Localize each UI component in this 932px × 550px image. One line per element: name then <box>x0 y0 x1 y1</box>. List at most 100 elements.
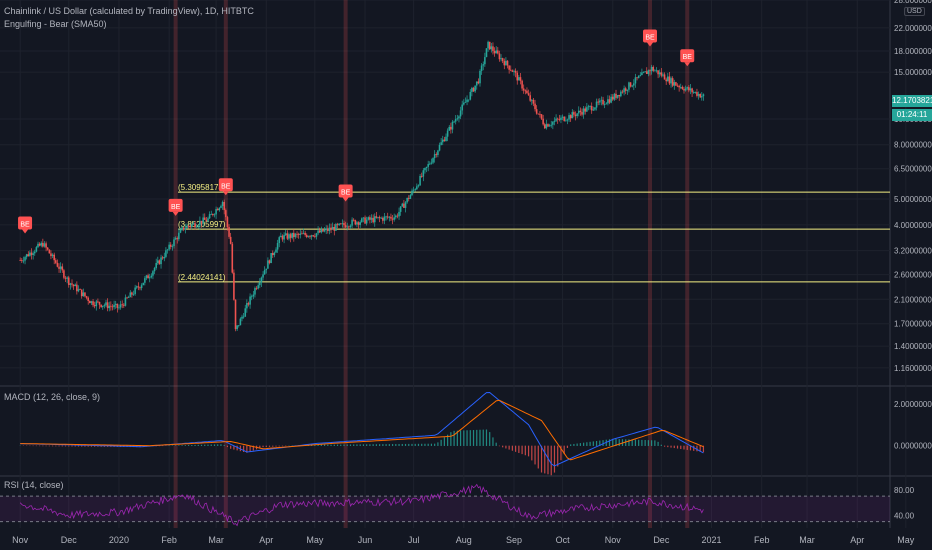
bear-engulfing-marker[interactable]: BE <box>168 198 183 216</box>
candle-body <box>92 301 94 306</box>
candle-body <box>189 226 191 228</box>
candle-body <box>543 124 546 129</box>
marker-label: BE <box>645 35 655 42</box>
candle-body <box>27 254 30 257</box>
macd-histogram-bar <box>391 444 394 446</box>
candle-body <box>422 170 425 177</box>
macd-histogram-bar <box>197 444 199 446</box>
candle-body <box>250 296 253 298</box>
macd-histogram-bar <box>343 444 345 446</box>
marker-box <box>338 184 353 198</box>
x-tick-label: Mar <box>799 535 815 545</box>
bear-engulfing-marker[interactable]: BE <box>338 184 353 202</box>
candle-body <box>270 253 272 264</box>
candle-body <box>615 93 617 98</box>
candle-body <box>48 249 51 254</box>
candle-body <box>399 206 402 212</box>
candle-body <box>509 69 512 71</box>
macd-histogram-bar <box>686 445 688 450</box>
level-label: (2.44024141) <box>178 273 226 282</box>
macd-histogram-bar <box>495 442 497 446</box>
candle-body <box>610 96 612 103</box>
candle-body <box>383 216 386 221</box>
candle-body <box>420 175 423 177</box>
candle-body <box>38 243 41 246</box>
candle-body <box>205 219 208 222</box>
candle-body <box>464 101 467 103</box>
macd-histogram-bar <box>268 445 271 447</box>
macd-histogram-bar <box>395 444 397 446</box>
signal-band <box>685 0 690 528</box>
currency-badge[interactable]: USD <box>904 7 925 16</box>
macd-histogram-bar <box>230 445 232 449</box>
candle-body <box>477 81 480 84</box>
macd-histogram-bar <box>333 444 335 446</box>
candle-body <box>573 112 575 115</box>
macd-histogram-bar <box>489 432 491 446</box>
macd-histogram-bar <box>375 444 377 446</box>
candle-body <box>129 292 132 298</box>
macd-histogram-bar <box>625 439 627 446</box>
candle-body <box>658 72 661 75</box>
candle-body <box>82 292 85 297</box>
candle-body <box>233 272 235 300</box>
candle-body <box>346 226 349 228</box>
macd-histogram-bar <box>408 443 410 446</box>
candle-body <box>216 209 219 211</box>
candle-body <box>665 79 667 82</box>
candle-body <box>361 218 363 223</box>
candle-body <box>531 99 533 101</box>
marker-label: BE <box>20 221 30 228</box>
candle-body <box>579 110 582 113</box>
candle-body <box>357 222 360 225</box>
macd-histogram-bar <box>281 445 284 447</box>
candle-body <box>110 305 112 307</box>
candle-body <box>69 283 72 285</box>
candle-body <box>333 226 336 231</box>
candle-body <box>182 227 185 230</box>
candle-body <box>281 235 284 240</box>
candle-body <box>645 71 648 74</box>
macd-histogram-bar <box>560 445 562 461</box>
marker-box <box>643 29 657 43</box>
candle-body <box>676 85 679 87</box>
candle-body <box>50 253 52 257</box>
candle-body <box>95 301 98 307</box>
candle-body <box>322 229 324 232</box>
macd-histogram-bar <box>71 445 73 447</box>
candle-body <box>234 299 237 330</box>
candle-body <box>105 302 107 306</box>
bear-markers[interactable]: BE BE BE BE BE BE <box>18 29 695 234</box>
level-label: (3.85205997) <box>178 220 226 229</box>
candle-body <box>289 234 292 238</box>
macd-histogram-bar <box>369 444 371 446</box>
macd-histogram-bar <box>540 445 543 473</box>
bear-engulfing-marker[interactable]: BE <box>643 29 657 47</box>
candle-body <box>58 266 60 269</box>
macd-histogram-bar <box>388 444 390 446</box>
macd-histogram-bar <box>94 445 96 447</box>
macd-histogram-bar <box>210 444 212 446</box>
macd-histogram-bar <box>647 440 649 446</box>
candle-body <box>348 226 350 228</box>
candle-body <box>624 88 627 91</box>
macd-histogram-bar <box>430 443 433 446</box>
bear-engulfing-marker[interactable]: BE <box>18 216 33 234</box>
candle-body <box>445 136 447 142</box>
candle-body <box>684 88 687 91</box>
bear-engulfing-marker[interactable]: BE <box>218 178 233 196</box>
candle-body <box>440 142 442 145</box>
candle-body <box>351 219 353 226</box>
bear-engulfing-marker[interactable]: BE <box>680 49 695 67</box>
candle-body <box>660 72 663 76</box>
candle-body <box>469 91 472 100</box>
candle-body <box>372 217 374 223</box>
candle-body <box>527 93 530 96</box>
candle-body <box>98 301 101 305</box>
candle-body <box>522 88 525 91</box>
candle-body <box>42 242 44 247</box>
candle-body <box>280 235 282 238</box>
